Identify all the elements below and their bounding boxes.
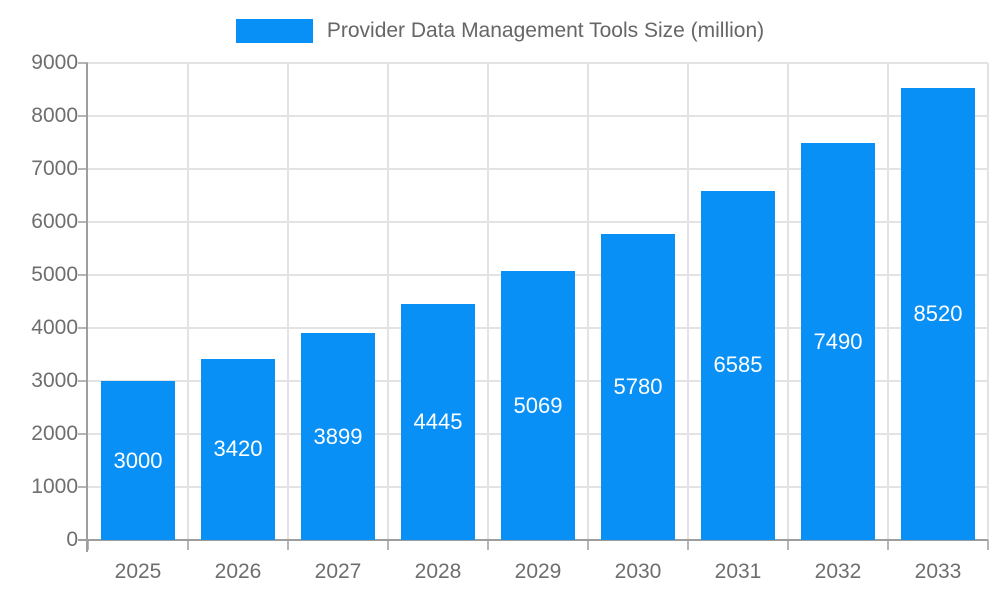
y-axis-tick [78, 221, 88, 223]
y-axis-tick [78, 380, 88, 382]
x-axis-tick [587, 540, 589, 550]
y-axis-tick-label: 5000 [31, 263, 78, 286]
bar-value-label: 8520 [913, 301, 963, 327]
x-axis-tick-label: 2028 [414, 560, 462, 583]
y-axis-tick [78, 539, 88, 541]
x-axis-tick [387, 540, 389, 550]
gridline-vertical [887, 63, 889, 540]
legend-swatch [235, 19, 313, 43]
gridline-vertical [487, 63, 489, 540]
bar-value-label: 3000 [113, 447, 163, 473]
bar-value-label: 5780 [613, 373, 663, 399]
y-axis-tick-label: 8000 [31, 104, 78, 127]
bar-2025: 3000 [101, 381, 175, 540]
gridline-vertical [287, 63, 289, 540]
x-axis-tick-label: 2033 [914, 560, 962, 583]
bar-value-label: 6585 [713, 352, 763, 378]
y-axis-tick-label: 9000 [31, 51, 78, 74]
gridline-vertical [787, 63, 789, 540]
y-axis-tick [78, 62, 88, 64]
bar-2033: 8520 [901, 88, 975, 540]
x-axis-tick [187, 540, 189, 550]
x-axis-tick-label: 2032 [814, 560, 862, 583]
y-axis-tick-label: 4000 [31, 316, 78, 339]
x-axis-tick-label: 2025 [114, 560, 162, 583]
bar-value-label: 7490 [813, 328, 863, 354]
y-axis-tick-label: 6000 [31, 210, 78, 233]
y-axis-tick [78, 486, 88, 488]
y-axis-tick-label: 3000 [31, 369, 78, 392]
bar-2029: 5069 [501, 271, 575, 540]
y-axis-tick [78, 433, 88, 435]
bar-2026: 3420 [201, 358, 275, 540]
y-axis-tick-label: 7000 [31, 157, 78, 180]
x-axis-tick-label: 2029 [514, 560, 562, 583]
bar-value-label: 3420 [213, 436, 263, 462]
x-axis-tick-label: 2031 [714, 560, 762, 583]
y-axis-line [86, 63, 88, 552]
x-axis-tick-label: 2027 [314, 560, 362, 583]
bar-2030: 5780 [601, 233, 675, 540]
x-axis-tick-label: 2030 [614, 560, 662, 583]
gridline-vertical [587, 63, 589, 540]
gridline-vertical [187, 63, 189, 540]
y-axis-tick [78, 168, 88, 170]
x-axis-tick [287, 540, 289, 550]
x-axis-tick [487, 540, 489, 550]
bar-value-label: 5069 [513, 392, 563, 418]
y-axis-tick [78, 327, 88, 329]
x-axis-tick [987, 540, 989, 550]
y-axis-tick-label: 2000 [31, 422, 78, 445]
bar-value-label: 4445 [413, 409, 463, 435]
bar-2027: 3899 [301, 333, 375, 540]
gridline-vertical [387, 63, 389, 540]
x-axis-tick [787, 540, 789, 550]
bar-2028: 4445 [401, 304, 475, 540]
y-axis-tick-label: 0 [66, 528, 78, 551]
gridline-horizontal [88, 115, 988, 117]
bar-2031: 6585 [701, 190, 775, 540]
x-axis-tick [87, 540, 89, 550]
gridline-horizontal [88, 62, 988, 64]
gridline-vertical [687, 63, 689, 540]
x-axis-tick [887, 540, 889, 550]
legend-label: Provider Data Management Tools Size (mil… [326, 19, 765, 42]
x-axis-tick [687, 540, 689, 550]
chart-legend[interactable]: Provider Data Management Tools Size (mil… [0, 16, 1000, 46]
x-axis-tick-label: 2026 [214, 560, 262, 583]
y-axis-tick [78, 274, 88, 276]
y-axis-tick [78, 115, 88, 117]
gridline-vertical [987, 63, 989, 540]
bar-value-label: 3899 [313, 423, 363, 449]
bar-2032: 7490 [801, 143, 875, 540]
y-axis-tick-label: 1000 [31, 475, 78, 498]
